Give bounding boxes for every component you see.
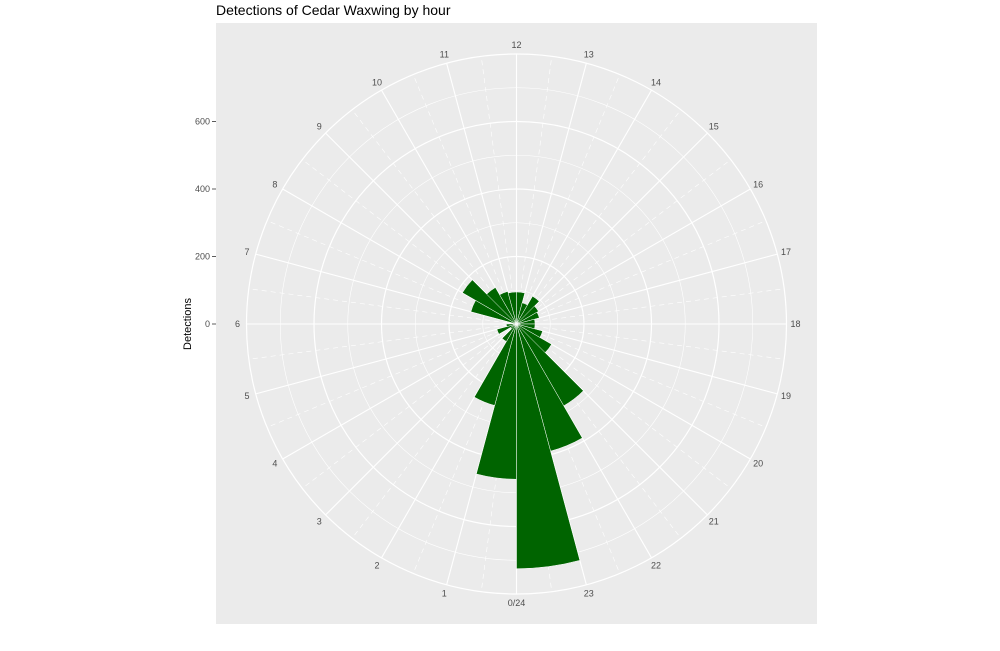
hour-label: 3 bbox=[317, 516, 322, 526]
minor-spoke bbox=[516, 288, 785, 325]
bar-hour-23 bbox=[516, 323, 581, 569]
major-spoke bbox=[516, 188, 751, 325]
hour-label: 20 bbox=[753, 459, 763, 469]
chart-title: Detections of Cedar Waxwing by hour bbox=[216, 2, 451, 18]
hour-label: 15 bbox=[709, 122, 719, 132]
major-spoke bbox=[381, 89, 517, 325]
major-spoke bbox=[282, 323, 517, 460]
bar-hour-8 bbox=[462, 279, 517, 325]
minor-spoke bbox=[516, 56, 553, 325]
minor-spoke bbox=[516, 323, 731, 489]
major-spoke bbox=[515, 63, 587, 325]
bar-hour-2 bbox=[501, 323, 517, 342]
major-spoke bbox=[516, 323, 778, 395]
minor-spoke bbox=[516, 323, 785, 360]
bar-hour-15 bbox=[516, 305, 539, 325]
hour-label: 17 bbox=[781, 247, 791, 257]
bar-hour-5 bbox=[506, 323, 517, 327]
hour-label: 4 bbox=[272, 459, 277, 469]
bar-hour-4 bbox=[496, 323, 517, 335]
bars-layer bbox=[462, 279, 584, 569]
bar-hour-9 bbox=[486, 287, 517, 325]
major-spoke bbox=[516, 323, 751, 460]
hour-label: 8 bbox=[272, 180, 277, 190]
hour-label: 23 bbox=[584, 589, 594, 599]
minor-spoke bbox=[266, 323, 517, 428]
hour-label: 6 bbox=[235, 319, 240, 329]
y-axis: 0 200 400 600 bbox=[195, 117, 216, 329]
major-spoke bbox=[325, 323, 517, 516]
bar-hour-14 bbox=[516, 295, 540, 325]
minor-spoke bbox=[248, 323, 517, 360]
bar-hour-1 bbox=[473, 323, 517, 406]
hour-label: 11 bbox=[440, 50, 449, 60]
hour-label: 5 bbox=[244, 391, 249, 401]
minor-spoke bbox=[302, 323, 517, 489]
y-tick-label: 400 bbox=[195, 184, 210, 194]
major-spoke bbox=[516, 132, 708, 325]
hour-label: 18 bbox=[790, 319, 800, 329]
hour-label: 12 bbox=[511, 40, 521, 50]
minor-spoke bbox=[516, 220, 767, 325]
y-tick-label: 0 bbox=[205, 319, 210, 329]
hour-label: 21 bbox=[709, 516, 719, 526]
minor-spoke bbox=[516, 159, 731, 325]
minor-spoke bbox=[351, 109, 517, 325]
minor-spoke bbox=[516, 74, 621, 325]
hour-label: 16 bbox=[753, 180, 763, 190]
major-spoke bbox=[255, 323, 517, 395]
minor-spoke bbox=[516, 323, 767, 428]
hour-label: 10 bbox=[372, 77, 382, 87]
major-spoke bbox=[516, 253, 778, 325]
hour-label: 22 bbox=[651, 561, 661, 571]
minor-spoke bbox=[480, 56, 517, 325]
hour-label: 7 bbox=[244, 247, 249, 257]
minor-spoke bbox=[351, 323, 517, 539]
hour-label: 9 bbox=[317, 122, 322, 132]
y-axis-title: Detections bbox=[182, 298, 194, 350]
labels-layer: 0/24123456789101112131415161718192021222… bbox=[235, 40, 801, 608]
hour-label: 1 bbox=[442, 589, 447, 599]
y-tick-label: 600 bbox=[195, 117, 210, 127]
hour-label: 0/24 bbox=[508, 598, 526, 608]
hour-label: 2 bbox=[374, 561, 379, 571]
hour-label: 14 bbox=[651, 77, 661, 87]
major-spoke bbox=[516, 89, 652, 325]
hour-label: 19 bbox=[781, 391, 791, 401]
major-spoke bbox=[446, 63, 518, 325]
minor-spoke bbox=[516, 109, 682, 325]
minor-spoke bbox=[248, 288, 517, 325]
minor-spoke bbox=[412, 74, 517, 325]
hour-label: 13 bbox=[584, 50, 594, 60]
y-tick-label: 200 bbox=[195, 252, 210, 262]
bar-hour-10 bbox=[499, 291, 517, 325]
bar-hour-16 bbox=[516, 311, 540, 325]
